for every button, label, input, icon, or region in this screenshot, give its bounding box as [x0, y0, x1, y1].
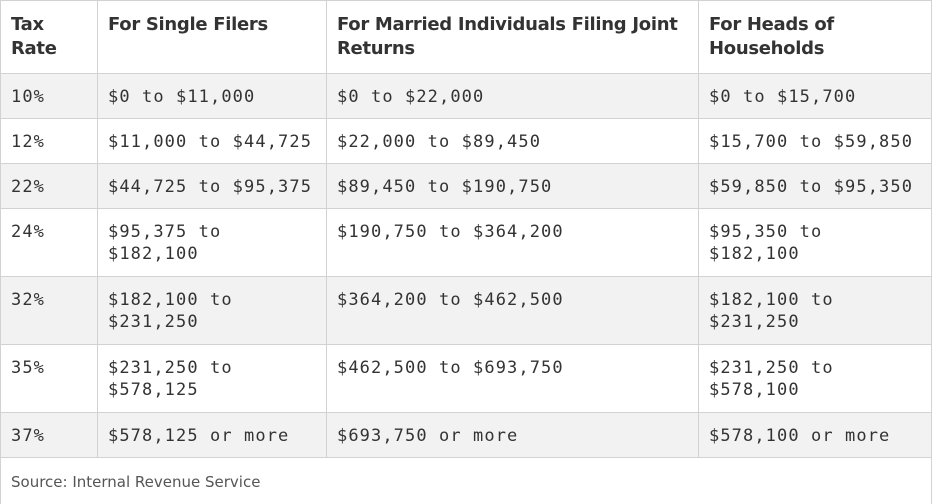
- income-range: $59,850 to $95,350: [698, 163, 932, 209]
- income-range: $182,100 to $231,250: [698, 276, 932, 345]
- income-range: $693,750 or more: [326, 412, 699, 458]
- tax-rate: 35%: [0, 344, 98, 413]
- table-body: 10% $0 to $11,000 $0 to $22,000 $0 to $15,7…: [0, 73, 932, 458]
- income-range: $0 to $11,000: [97, 73, 327, 119]
- tax-rate: 22%: [0, 163, 98, 209]
- income-range: $578,125 or more: [97, 412, 327, 458]
- income-range: $231,250 to $578,100: [698, 344, 932, 413]
- column-header: For Married Individuals Filing Joint Ret…: [326, 0, 699, 74]
- table-row: 24% $95,375 to $182,100 $190,750 to $364,2…: [0, 208, 932, 277]
- table-row: 10% $0 to $11,000 $0 to $22,000 $0 to $15,7…: [0, 73, 932, 119]
- source: Source: Internal Revenue Service: [0, 457, 932, 504]
- income-range: $231,250 to $578,125: [97, 344, 327, 413]
- income-range: $15,700 to $59,850: [698, 118, 932, 164]
- income-range: $89,450 to $190,750: [326, 163, 699, 209]
- income-range: $44,725 to $95,375: [97, 163, 327, 209]
- tax-rate: 24%: [0, 208, 98, 277]
- header-row: Tax Rate For Single Filers For Married Ind…: [0, 0, 932, 74]
- column-header: For Single Filers: [97, 0, 327, 74]
- income-range: $95,375 to $182,100: [97, 208, 327, 277]
- table-row: 22% $44,725 to $95,375 $89,450 to $190,750…: [0, 163, 932, 209]
- income-range: $22,000 to $89,450: [326, 118, 699, 164]
- tax-rate: 37%: [0, 412, 98, 458]
- column-header: For Heads of Households: [698, 0, 932, 74]
- income-range: $0 to $22,000: [326, 73, 699, 119]
- income-range: $364,200 to $462,500: [326, 276, 699, 345]
- tax-rate: 32%: [0, 276, 98, 345]
- tax-rate: 10%: [0, 73, 98, 119]
- footer-row: Source: Internal Revenue Service: [0, 457, 932, 504]
- table-row: 37% $578,125 or more $693,750 or more $578,…: [0, 412, 932, 458]
- income-range: $462,500 to $693,750: [326, 344, 699, 413]
- column-header: Tax Rate: [0, 0, 98, 74]
- income-range: $190,750 to $364,200: [326, 208, 699, 277]
- income-range: $578,100 or more: [698, 412, 932, 458]
- income-range: $182,100 to $231,250: [97, 276, 327, 345]
- table-row: 35% $231,250 to $578,125 $462,500 to $693,…: [0, 344, 932, 413]
- table-row: 32% $182,100 to $231,250 $364,200 to $462,…: [0, 276, 932, 345]
- table-row: 12% $11,000 to $44,725 $22,000 to $89,450 $…: [0, 118, 932, 164]
- income-range: $11,000 to $44,725: [97, 118, 327, 164]
- tax-rate: 12%: [0, 118, 98, 164]
- income-range: $95,350 to $182,100: [698, 208, 932, 277]
- income-range: $0 to $15,700: [698, 73, 932, 119]
